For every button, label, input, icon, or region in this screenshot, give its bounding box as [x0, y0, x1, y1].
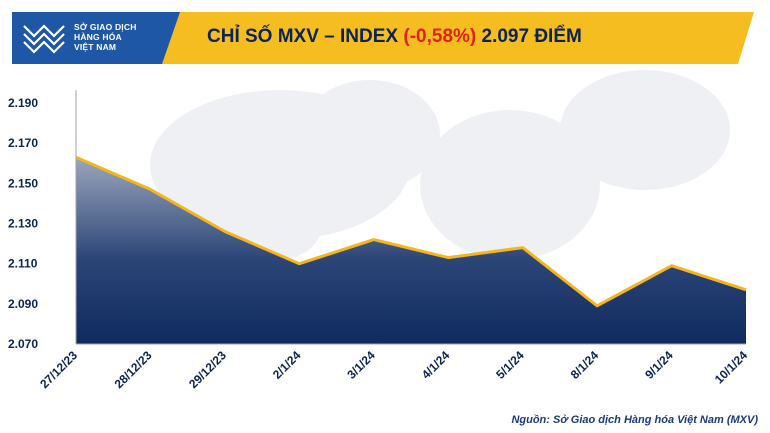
x-tick-label: 28/12/23: [112, 348, 155, 391]
source-note: Nguồn: Sở Giao dịch Hàng hóa Việt Nam (M…: [511, 414, 758, 426]
y-tick-label: 2.190: [8, 96, 38, 110]
x-tick-label: 8/1/24: [568, 348, 602, 382]
logo-line-1: SỞ GIAO DỊCH: [74, 22, 137, 32]
x-tick-label: 2/1/24: [270, 348, 304, 382]
x-tick-label: 5/1/24: [493, 348, 527, 382]
y-axis: 2.190 2.170 2.150 2.130 2.110 2.090 2.070: [8, 96, 38, 351]
title-banner: SỞ GIAO DỊCH HÀNG HÓA VIỆT NAM CHỈ SỐ MX…: [12, 12, 754, 64]
y-tick-label: 2.090: [8, 297, 38, 311]
mxv-logo-icon: [23, 24, 65, 54]
area-fill: [76, 157, 746, 344]
x-tick-label: 27/12/23: [37, 348, 80, 391]
chart-title: CHỈ SỐ MXV – INDEX (-0,58%) 2.097 ĐIỂM: [207, 26, 727, 48]
logo-line-2: HÀNG HÓA: [74, 32, 122, 42]
logo-text: SỞ GIAO DỊCH HÀNG HÓA VIỆT NAM: [74, 22, 137, 52]
x-tick-label: 4/1/24: [419, 348, 453, 382]
y-tick-label: 2.110: [8, 257, 38, 271]
x-axis: 27/12/23 28/12/23 29/12/23 2/1/24 3/1/24 4/1/…: [37, 348, 750, 391]
y-tick-label: 2.130: [8, 217, 38, 231]
title-suffix: 2.097 ĐIỂM: [476, 26, 582, 47]
x-tick-label: 29/12/23: [186, 348, 229, 391]
logo-line-3: VIỆT NAM: [74, 42, 117, 52]
y-tick-label: 2.170: [8, 136, 38, 150]
x-tick-label: 3/1/24: [344, 348, 378, 382]
title-change: (-0,58%): [403, 26, 477, 47]
background-map: [150, 70, 730, 260]
map-blob-1: [300, 80, 440, 190]
series-line: [75, 155, 747, 308]
y-tick-label: 2.150: [8, 176, 38, 190]
logo: SỞ GIAO DỊCH HÀNG HÓA VIỆT NAM: [22, 20, 172, 60]
map-blob-3: [560, 70, 730, 190]
map-blob-2: [420, 110, 600, 260]
title-prefix: CHỈ SỐ MXV – INDEX: [207, 26, 404, 47]
banner-background: [12, 12, 754, 64]
x-tick-label: 9/1/24: [642, 348, 676, 382]
x-tick-label: 10/1/24: [712, 348, 750, 386]
y-tick-label: 2.070: [8, 337, 38, 351]
